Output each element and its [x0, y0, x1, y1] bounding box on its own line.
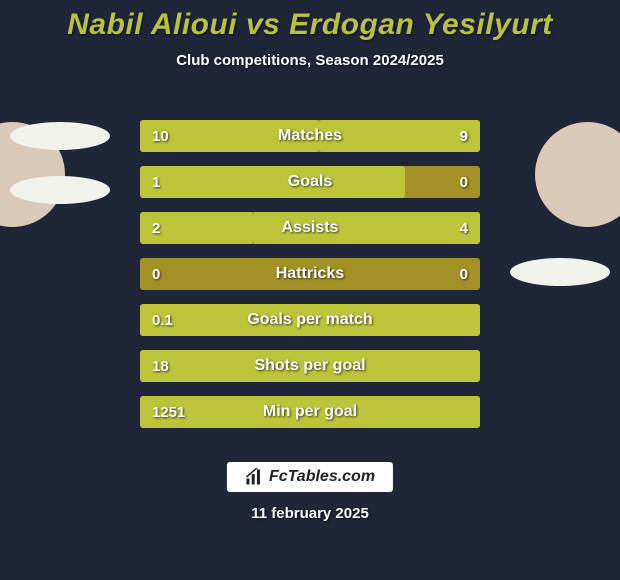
decorative-ellipse — [10, 176, 110, 204]
stat-label: Shots per goal — [140, 357, 480, 375]
logo-text: FcTables.com — [269, 468, 375, 486]
stat-label: Min per goal — [140, 403, 480, 421]
stat-value-left: 1251 — [152, 404, 185, 421]
avatar-placeholder-right — [535, 122, 620, 227]
decorative-ellipse — [10, 122, 110, 150]
stat-value-left: 2 — [152, 220, 160, 237]
stat-row: Min per goal1251 — [140, 396, 480, 428]
stat-row: Goals per match0.1 — [140, 304, 480, 336]
stat-label: Matches — [140, 127, 480, 145]
stat-value-left: 10 — [152, 128, 169, 145]
stat-value-left: 0.1 — [152, 312, 173, 329]
player-avatar-right — [535, 122, 620, 227]
stat-value-right: 0 — [460, 266, 468, 283]
stat-label: Goals — [140, 173, 480, 191]
stat-label: Assists — [140, 219, 480, 237]
stat-label: Hattricks — [140, 265, 480, 283]
stats-panel: Matches109Goals10Assists24Hattricks00Goa… — [140, 120, 480, 442]
stat-row: Shots per goal18 — [140, 350, 480, 382]
subtitle: Club competitions, Season 2024/2025 — [0, 52, 620, 69]
stat-row: Goals1 0 — [140, 166, 480, 198]
page-title: Nabil Alioui vs Erdogan Yesilyurt — [0, 8, 620, 42]
stat-value-left: 1 — [152, 174, 160, 191]
stat-value-right: 0 — [460, 174, 468, 191]
stat-row: Assists2 4 — [140, 212, 480, 244]
footer-date: 11 february 2025 — [0, 505, 620, 522]
stat-row: Hattricks0 0 — [140, 258, 480, 290]
comparison-infographic: Nabil Alioui vs Erdogan Yesilyurt Club c… — [0, 0, 620, 580]
stat-value-right: 4 — [460, 220, 468, 237]
stat-value-right: 9 — [460, 128, 468, 145]
stat-label: Goals per match — [140, 311, 480, 329]
chart-icon — [245, 468, 263, 486]
stat-row: Matches10 9 — [140, 120, 480, 152]
stat-value-left: 18 — [152, 358, 169, 375]
stat-value-left: 0 — [152, 266, 160, 283]
footer-logo: FcTables.com — [227, 462, 393, 492]
decorative-ellipse — [510, 258, 610, 286]
